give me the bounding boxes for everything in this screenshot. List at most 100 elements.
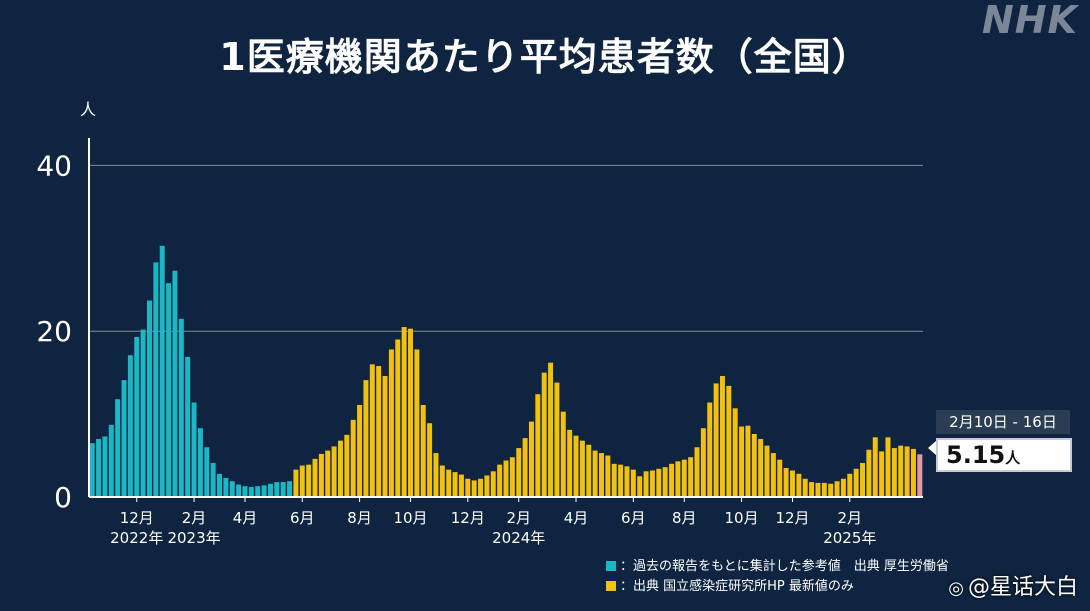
x-tick-label: 2月 [506,509,531,527]
bar [306,464,312,497]
bar [363,380,369,497]
bar [452,472,458,497]
bar [535,394,541,497]
bar [312,458,318,497]
weibo-icon: ◎ [948,578,964,599]
bar [828,483,834,497]
bar [669,463,675,497]
bar [898,445,904,497]
bar [560,411,566,497]
bar [458,474,464,497]
bar [624,466,630,497]
bar [376,366,382,497]
callout-unit: 人 [1005,449,1021,467]
year-label: 2025年 [823,529,876,547]
bar [713,383,719,497]
bar [910,448,916,497]
bar [166,283,172,497]
bar [649,470,655,497]
bar [847,473,853,497]
x-tick-label: 2月 [838,509,863,527]
legend-item-past: ：過去の報告をもとに集計した参考値 出典 厚生労働省 [606,555,949,574]
bar [719,375,725,497]
bar [586,444,592,497]
bar [96,438,102,497]
watermark: ◎ @星话大白 [948,569,1078,601]
page-title: 1医療機関あたり平均患者数（全国） [219,35,871,79]
legend-swatch-past [606,561,616,571]
bar [522,438,528,497]
bar [497,464,503,497]
bar [541,372,547,497]
bar [248,487,254,497]
bar [802,478,808,497]
bar [751,434,757,497]
bar [866,449,872,497]
bar [611,463,617,497]
x-tick-label: 10月 [725,509,759,527]
legend-label-current: ：出典 国立感染症研究所HP 最新値のみ [620,579,854,594]
bar [102,436,108,497]
bar [108,424,114,497]
bar [891,448,897,497]
bar [599,453,604,497]
bar [688,457,694,497]
bar [745,425,751,497]
callout-value: 5.15 [946,441,1006,469]
bar [344,434,350,497]
bar [153,262,159,497]
y-tick-label: 0 [54,481,72,514]
bar [299,465,305,497]
bar [853,468,859,497]
bar [548,362,554,497]
grid-lines [89,164,923,332]
y-tick-label: 40 [36,149,72,182]
nhk-logo: NHK [981,0,1078,42]
bar [210,463,216,497]
bar [637,476,643,497]
bar [427,423,433,497]
axis-labels: 0 20 40 人 12月 2月 4月 6月 8月 10月 12月 2月 4月 6月 8月 10月 12月 2月 2… [36,100,876,547]
bar [369,364,375,497]
bar [554,382,560,497]
bar [783,467,789,497]
bar [643,471,649,497]
x-tick-label: 12月 [120,509,154,527]
bar [790,470,795,497]
bar [325,450,331,497]
bar [159,245,165,497]
bar [579,440,585,497]
bar [439,465,445,497]
bar [267,483,273,497]
callout-pointer [928,441,936,455]
bar [127,355,133,497]
year-label: 2023年 [167,529,220,547]
bar [223,477,229,497]
x-tick-label: 6月 [290,509,315,527]
x-tick-label: 8月 [347,509,372,527]
bar [503,460,509,497]
bar [630,469,636,497]
bar [567,429,573,497]
bar [382,375,388,497]
y-axis-unit: 人 [80,100,96,119]
bar [350,419,356,497]
bar [191,402,197,497]
bars [89,245,923,497]
bar [433,453,439,497]
bar [904,446,910,497]
x-tick-label: 2月 [182,509,207,527]
bar [446,469,452,497]
bar [134,337,140,497]
bar [656,468,662,497]
bar [726,385,732,497]
x-tick-label: 12月 [451,509,485,527]
axes [88,138,923,502]
x-tick-label: 4月 [564,509,589,527]
bar [140,329,146,497]
bar [860,463,866,497]
bar [618,464,624,497]
bar [840,478,846,497]
bar [509,457,515,497]
